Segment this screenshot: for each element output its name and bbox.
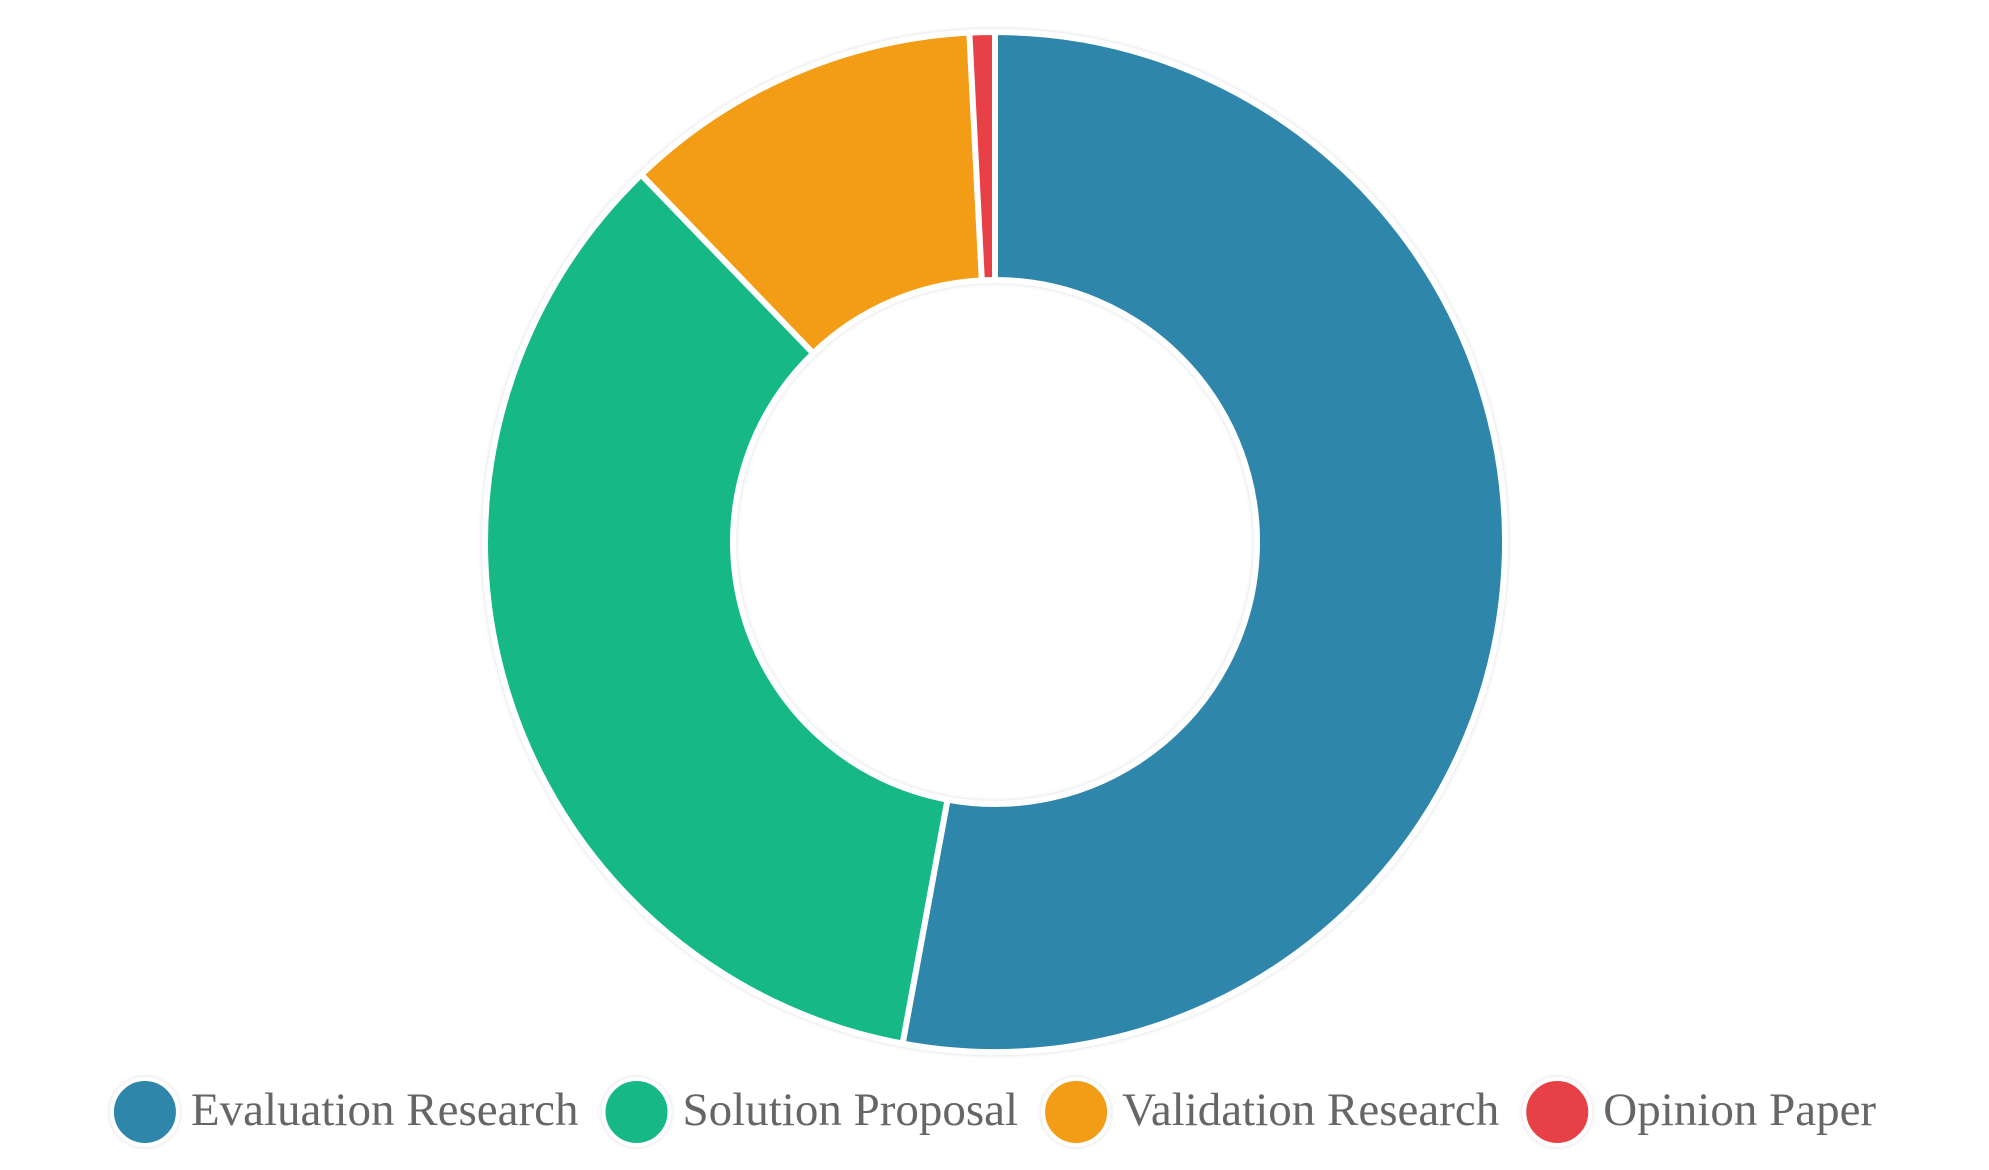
legend-item: Solution Proposal (601, 1077, 1019, 1147)
legend-swatch (601, 1077, 672, 1147)
legend: Evaluation Research Solution Proposal Vali… (109, 1077, 1876, 1147)
legend-label: Opinion Paper (1603, 1084, 1876, 1136)
donut-segment (481, 170, 952, 1048)
legend-label: Evaluation Research (191, 1084, 579, 1136)
legend-label: Validation Research (1122, 1084, 1499, 1136)
legend-item: Evaluation Research (109, 1077, 579, 1147)
donut-segment (966, 28, 998, 284)
legend-item: Opinion Paper (1522, 1077, 1876, 1147)
donut-segment (636, 29, 985, 358)
legend-swatch (109, 1077, 180, 1147)
donut-segment (899, 28, 1508, 1055)
legend-swatch (1041, 1077, 1112, 1147)
donut (481, 28, 1508, 1055)
legend-item: Validation Research (1041, 1077, 1499, 1147)
legend-swatch (1522, 1077, 1593, 1147)
legend-label: Solution Proposal (683, 1084, 1019, 1136)
